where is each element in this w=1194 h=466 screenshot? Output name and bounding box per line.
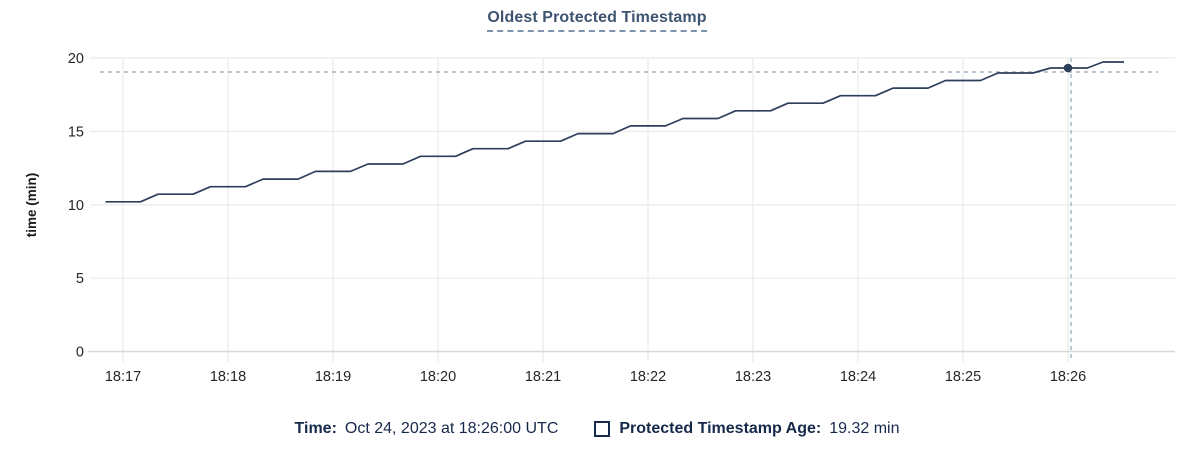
y-tick-label: 0	[76, 345, 84, 361]
chart-legend: Time: Oct 24, 2023 at 18:26:00 UTC Prote…	[0, 420, 1194, 438]
x-tick-label: 18:22	[630, 369, 666, 385]
hover-point	[1063, 63, 1073, 73]
series-toggle-checkbox[interactable]	[594, 421, 611, 437]
x-tick-label: 18:18	[210, 369, 246, 385]
legend-metric-value: 19.32 min	[829, 420, 900, 437]
x-tick-label: 18:25	[945, 369, 981, 385]
y-tick-label: 10	[68, 198, 84, 214]
legend-time-label: Time:	[294, 420, 337, 437]
y-tick-label: 5	[76, 271, 84, 287]
timeseries-chart[interactable]: 0 5 10 15 20 18:17 18:18 18:19 18:20 18:21 18:22 18…	[0, 0, 1194, 400]
series-line	[105, 61, 1124, 203]
x-tick-label: 18:24	[840, 369, 876, 385]
x-tick-label: 18:23	[735, 369, 771, 385]
legend-metric-group: Protected Timestamp Age: 19.32 min	[594, 420, 899, 438]
x-tick-label: 18:26	[1050, 369, 1086, 385]
legend-metric-label: Protected Timestamp Age:	[619, 420, 822, 437]
y-tick-label: 15	[68, 124, 84, 140]
chart-header: Oldest Protected Timestamp	[0, 9, 1194, 32]
chart-title[interactable]: Oldest Protected Timestamp	[487, 9, 707, 32]
x-tick-label: 18:21	[525, 369, 561, 385]
x-tick-label: 18:20	[420, 369, 456, 385]
x-tick-label: 18:19	[315, 369, 351, 385]
y-tick-label: 20	[68, 51, 84, 67]
x-tick-label: 18:17	[105, 369, 141, 385]
legend-time-value: Oct 24, 2023 at 18:26:00 UTC	[344, 420, 559, 437]
legend-time-group: Time: Oct 24, 2023 at 18:26:00 UTC	[295, 420, 559, 438]
y-axis-label: time (min)	[24, 173, 39, 238]
